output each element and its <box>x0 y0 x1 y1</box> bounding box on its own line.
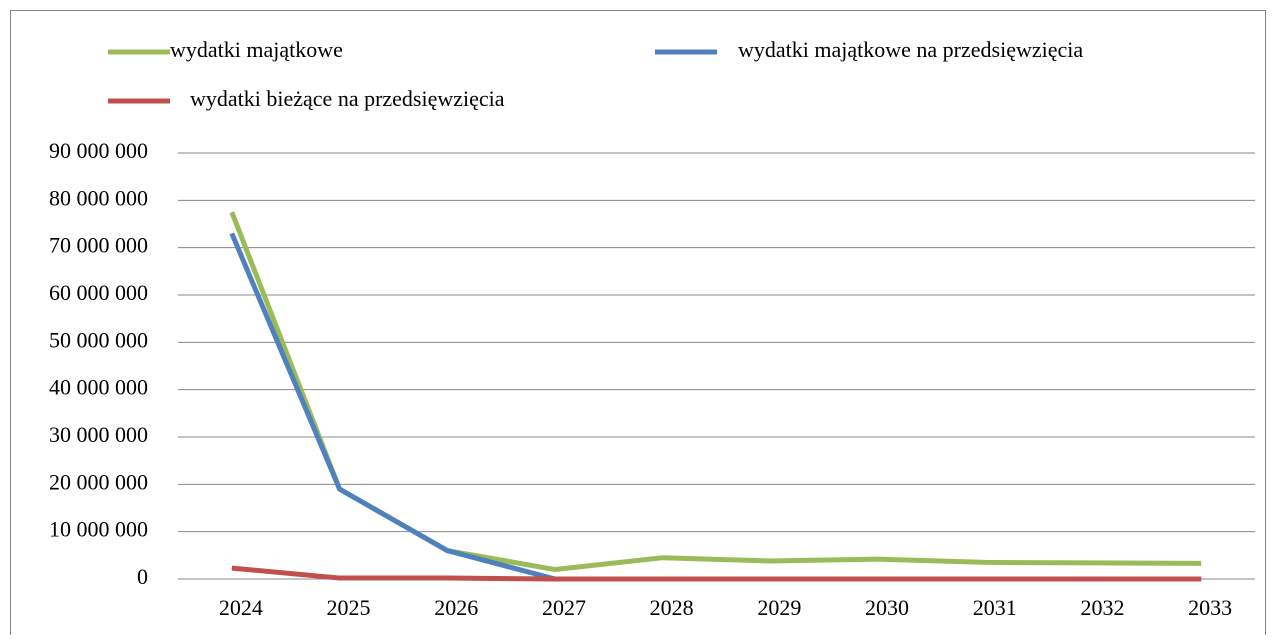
chart-border <box>10 10 1266 640</box>
y-tick-label: 70 000 000 <box>49 233 148 258</box>
x-tick-label: 2028 <box>650 595 694 620</box>
x-tick-label: 2024 <box>219 595 263 620</box>
legend-label: wydatki bieżące na przedsięwzięcia <box>190 86 505 111</box>
x-tick-label: 2030 <box>865 595 909 620</box>
x-tick-label: 2033 <box>1188 595 1232 620</box>
y-tick-label: 20 000 000 <box>49 469 148 494</box>
y-tick-label: 80 000 000 <box>49 185 148 210</box>
legend-label: wydatki majątkowe na przedsięwzięcia <box>738 37 1083 62</box>
y-tick-label: 50 000 000 <box>49 327 148 352</box>
legend-label: wydatki majątkowe <box>170 37 343 62</box>
y-tick-label: 30 000 000 <box>49 422 148 447</box>
y-tick-label: 10 000 000 <box>49 517 148 542</box>
y-tick-label: 60 000 000 <box>49 280 148 305</box>
x-tick-label: 2027 <box>542 595 586 620</box>
x-tick-label: 2026 <box>434 595 478 620</box>
x-tick-label: 2032 <box>1080 595 1124 620</box>
y-tick-label: 0 <box>137 564 148 589</box>
y-tick-label: 90 000 000 <box>49 138 148 163</box>
x-tick-label: 2029 <box>757 595 801 620</box>
x-tick-label: 2025 <box>327 595 371 620</box>
y-tick-label: 40 000 000 <box>49 375 148 400</box>
x-tick-label: 2031 <box>973 595 1017 620</box>
series-line <box>231 565 1202 582</box>
